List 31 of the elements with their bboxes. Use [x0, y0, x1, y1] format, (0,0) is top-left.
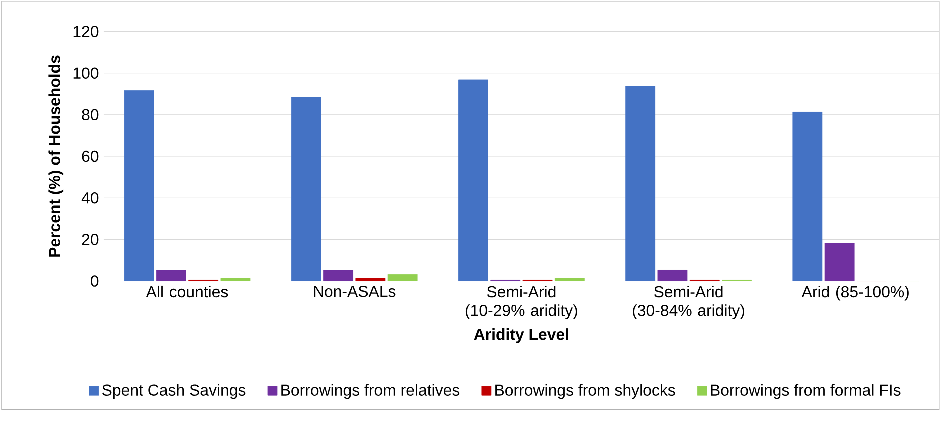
bar: [220, 278, 251, 282]
bar: [291, 97, 322, 282]
bar: [458, 80, 488, 282]
x-tick-label: Semi-Arid (30-84% aridity): [633, 286, 744, 320]
bar: [156, 270, 186, 282]
y-tick-label: 80: [82, 109, 99, 120]
y-tick-label: 20: [82, 234, 99, 246]
y-tick-label: 120: [74, 26, 99, 38]
bar: [626, 86, 656, 282]
y-tick-label: 60: [82, 150, 99, 162]
x-tick-label: Semi-Arid (10-29% aridity): [466, 286, 578, 320]
y-tick-label: 100: [74, 68, 99, 79]
y-tick-label: 0: [91, 276, 99, 287]
bar: [124, 90, 154, 282]
x-axis-title: Aridity Level: [474, 328, 568, 344]
bar: [554, 278, 585, 282]
y-axis-title: Percent (%) of Households: [48, 56, 64, 257]
bar: [792, 112, 823, 282]
bar: [356, 278, 386, 282]
bar: [324, 270, 354, 282]
legend-label: Borrowings from relatives: [282, 384, 460, 400]
bar: [388, 274, 418, 282]
legend-label: Borrowings from formal FIs: [711, 384, 901, 400]
legend-label: Borrowings from shylocks: [496, 384, 676, 400]
bar: [658, 270, 688, 282]
y-tick-label: 40: [82, 192, 99, 204]
x-tick-label: All counties: [146, 286, 228, 298]
legend-label: Spent Cash Savings: [102, 384, 246, 400]
bar: [824, 243, 855, 282]
x-tick-label: Non-ASALs: [314, 286, 396, 298]
x-tick-label: Arid (85-100%): [802, 286, 909, 301]
